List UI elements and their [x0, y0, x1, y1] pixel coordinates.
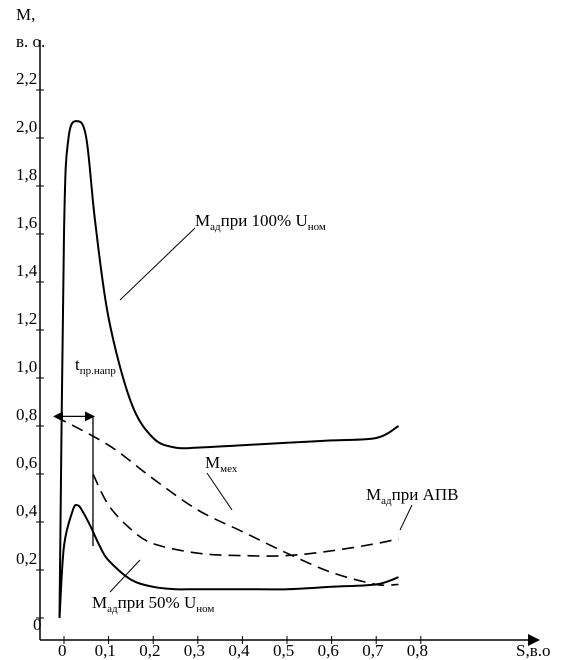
x-tick-label: 0,7 — [362, 641, 384, 660]
y-tick-label: 0,2 — [16, 549, 37, 568]
label-mech: Mмех — [205, 453, 238, 475]
leader-mech — [206, 472, 233, 511]
series-line-mech — [54, 415, 399, 587]
label-ad50: Mадпри 50% Uном — [92, 593, 214, 615]
y-tick-label: 1,8 — [16, 165, 37, 184]
y-tick-label: 1,4 — [16, 261, 38, 280]
leader-apv — [399, 504, 413, 531]
y-tick-label: 1,0 — [16, 357, 37, 376]
label-adapv-sub: ад — [381, 495, 392, 507]
y-tick-label: 2,0 — [16, 117, 37, 136]
label-adapv-rest: при АПВ — [392, 485, 459, 504]
label-mech-main: M — [205, 453, 220, 472]
label-ad100-sub: ад — [210, 221, 221, 233]
leader-ad100 — [119, 227, 196, 301]
label-ad100-main: M — [195, 211, 210, 230]
y-tick-label: 1,2 — [16, 309, 37, 328]
x-tick-label: 0,1 — [95, 641, 116, 660]
y-tick-label: 0,4 — [16, 501, 38, 520]
leader-ad50 — [109, 559, 141, 593]
x-axis-title: S,в.о — [516, 641, 550, 660]
label-ad100-rest: при 100% U — [221, 211, 308, 230]
y-tick-label: 0,8 — [16, 405, 37, 424]
x-tick-label: 0,5 — [273, 641, 294, 660]
series-line-ad100 — [58, 120, 400, 619]
x-tick-label: 0,6 — [318, 641, 339, 660]
y-axis-title-main: M, — [16, 5, 35, 24]
label-ad50-sub2: ном — [196, 603, 214, 615]
x-tick-label: 0,8 — [407, 641, 428, 660]
label-tpr: tпр.напр — [75, 355, 116, 377]
label-ad50-rest: при 50% U — [118, 593, 197, 612]
y-axis-ticks: 0 0,2 0,4 0,6 0,8 1,0 1,2 1,4 1,6 1,8 2,0 2,2 — [16, 69, 44, 634]
label-ad50-sub: ад — [107, 603, 118, 615]
label-mech-sub: мех — [220, 463, 238, 475]
y-tick-label: 1,6 — [16, 213, 37, 232]
x-tick-label: 0,4 — [228, 641, 250, 660]
x-axis-ticks: 0 0,1 0,2 0,3 0,4 0,5 0,6 0,7 0,8 — [58, 636, 428, 660]
label-adapv-main: M — [366, 485, 381, 504]
x-tick-label: 0 — [58, 641, 67, 660]
label-ad100-sub2: ном — [308, 221, 326, 233]
y-axis-title-unit: в. о. — [16, 32, 45, 51]
x-axis-arrowhead — [528, 634, 540, 646]
label-ad50-main: M — [92, 593, 107, 612]
label-ad100: Mадпри 100% Uном — [195, 211, 326, 233]
label-tpr-sub: пр.напр — [80, 365, 117, 377]
label-tpr-main: t — [75, 355, 80, 374]
y-tick-label: 0 — [33, 615, 42, 634]
series-line-adapv — [92, 473, 399, 557]
y-tick-label: 0,6 — [16, 453, 37, 472]
y-tick-label: 2,2 — [16, 69, 37, 88]
x-tick-label: 0,3 — [184, 641, 205, 660]
series-line-ad50 — [58, 503, 399, 619]
x-tick-label: 0,2 — [139, 641, 160, 660]
label-adapv: Mадпри АПВ — [366, 485, 458, 507]
series-group — [54, 120, 400, 619]
